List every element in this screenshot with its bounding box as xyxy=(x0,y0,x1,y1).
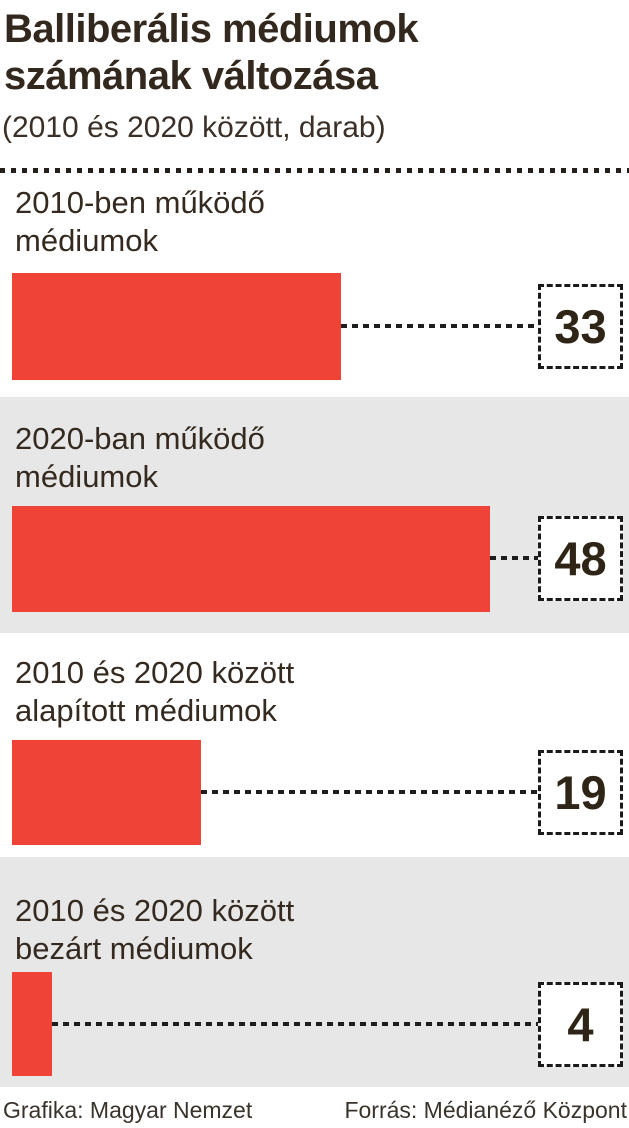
value-label: 4 xyxy=(567,998,594,1051)
chart-title: Balliberális médiumok számának változása xyxy=(4,6,604,100)
category-label: 2020-ban működő médiumok xyxy=(15,420,265,496)
value-box: 33 xyxy=(538,284,623,369)
category-label-line2: alapított médiumok xyxy=(15,693,277,728)
chart-row: 2010-ben működő médiumok 33 xyxy=(0,173,629,397)
chart-row: 2010 és 2020 között alapított médiumok 1… xyxy=(0,633,629,857)
category-label-line1: 2010 és 2020 között xyxy=(15,655,295,690)
category-label-line2: médiumok xyxy=(15,223,158,258)
value-label: 48 xyxy=(554,532,607,585)
category-label-line1: 2020-ban működő xyxy=(15,421,265,456)
chart-title-line1: Balliberális médiumok xyxy=(4,7,419,51)
chart-row: 2020-ban működő médiumok 48 xyxy=(0,397,629,633)
value-box: 48 xyxy=(538,516,623,601)
leader-dotted-line xyxy=(490,556,538,560)
value-box: 19 xyxy=(538,750,623,835)
value-label: 19 xyxy=(554,766,607,819)
bar xyxy=(12,740,201,845)
category-label: 2010 és 2020 között bezárt médiumok xyxy=(15,892,294,968)
bar xyxy=(12,972,52,1076)
dotted-divider xyxy=(0,168,629,173)
leader-dotted-line xyxy=(341,324,538,328)
category-label-line1: 2010 és 2020 között xyxy=(15,893,295,928)
value-box: 4 xyxy=(538,982,623,1067)
chart-row: 2010 és 2020 között bezárt médiumok 4 xyxy=(0,857,629,1087)
category-label: 2010-ben működő médiumok xyxy=(15,184,265,260)
category-label-line2: médiumok xyxy=(15,459,158,494)
bar xyxy=(12,273,341,380)
category-label-line2: bezárt médiumok xyxy=(15,931,253,966)
graphics-credit: Grafika: Magyar Nemzet xyxy=(3,1097,253,1123)
category-label-line1: 2010-ben működő xyxy=(15,185,265,220)
category-label: 2010 és 2020 között alapított médiumok xyxy=(15,654,294,730)
leader-dotted-line xyxy=(52,1022,538,1026)
chart-subtitle: (2010 és 2020 között, darab) xyxy=(2,111,386,144)
leader-dotted-line xyxy=(201,790,538,794)
value-label: 33 xyxy=(554,300,607,353)
chart-title-line2: számának változása xyxy=(4,54,378,98)
bar xyxy=(12,506,490,612)
source-credit: Forrás: Médianéző Központ xyxy=(344,1097,627,1123)
